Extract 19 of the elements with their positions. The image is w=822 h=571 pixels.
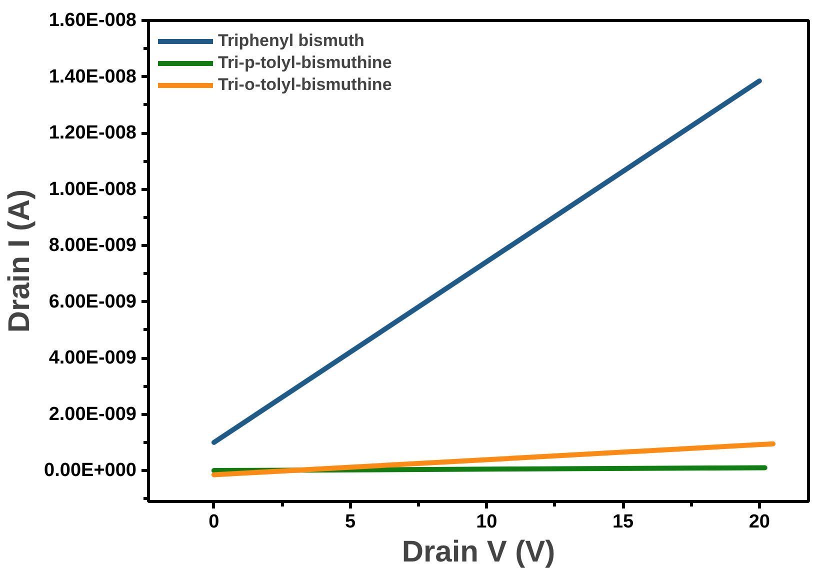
y-tick-label: 1.60E-008: [48, 10, 137, 31]
x-tick-label: 5: [345, 512, 356, 532]
legend-label: Tri-o-tolyl-bismuthine: [218, 74, 392, 96]
y-tick-label: 1.20E-008: [48, 122, 137, 144]
y-tick-label: 4.00E-009: [48, 348, 137, 369]
legend-label: Tri-p-tolyl-bismuthine: [218, 52, 392, 74]
y-tick-label: 6.00E-009: [48, 291, 137, 312]
x-axis-title: Drain V (V): [402, 536, 556, 568]
y-tick-label: 8.00E-009: [48, 235, 137, 256]
y-tick-label: 1.00E-008: [48, 178, 137, 200]
y-tick-label: 0.00E+000: [44, 460, 137, 482]
y-tick-label: 1.40E-008: [48, 66, 137, 88]
x-tick-label: 10: [476, 512, 498, 532]
legend-label: Triphenyl bismuth: [218, 30, 364, 52]
x-tick-label: 0: [208, 512, 220, 532]
x-tick-label: 20: [748, 512, 770, 532]
y-tick-label: 2.00E-009: [48, 404, 137, 425]
y-axis-title: Drain I (A): [3, 189, 36, 333]
x-tick-label: 15: [612, 512, 634, 532]
